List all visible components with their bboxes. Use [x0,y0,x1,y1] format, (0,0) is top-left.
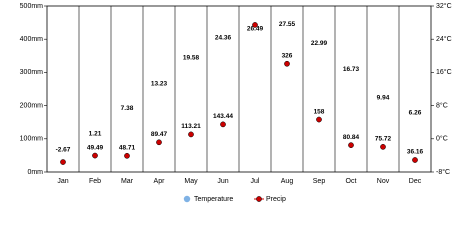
precip-point [284,60,290,67]
legend-marker [183,195,191,203]
x-tick-label: Feb [89,178,101,185]
precip-label: 48.71 [119,145,136,152]
y2-tick-label: -8°C [436,168,450,176]
x-tick-label: Jan [57,178,68,185]
x-tick-label: Oct [346,178,357,185]
y2-tick-label: 24°C [436,35,452,43]
precip-point [316,116,322,123]
precip-point [380,144,386,150]
precip-point [92,152,98,159]
temperature-label: 27.55 [279,21,296,28]
precip-point [220,121,226,128]
y-tick-label: 0mm [27,169,43,176]
precip-label: 326 [282,52,293,59]
precip-point [188,131,194,138]
y-tick-label: 200mm [20,102,44,109]
x-tick-label: Sep [313,178,326,185]
precip-label: 75.72 [375,136,392,143]
precip-point [348,142,354,149]
precip-label: 113.21 [181,123,201,130]
precip-point [252,22,258,28]
temperature-label: 24.36 [215,34,232,41]
temperature-label: 22.99 [311,40,328,47]
precip-label: 49.49 [87,144,104,151]
precip-label: 158 [314,108,325,115]
precip-label: 80.84 [343,134,360,141]
precip-point [412,157,418,163]
y-tick-label: 100mm [20,136,44,143]
y2-tick-label: 0°C [436,135,448,143]
precip-point [124,152,130,159]
temperature-label: 26.49 [247,26,264,33]
temperature-label: 7.38 [121,105,134,112]
precip-point [156,139,162,146]
x-tick-label: Nov [377,178,390,185]
temperature-label: 19.58 [183,54,200,61]
temperature-label: -2.67 [56,147,71,154]
temperature-label: 6.26 [409,110,422,117]
precip-label: 36.16 [407,149,424,156]
x-tick-label: Aug [281,178,294,185]
y2-tick-label: 8°C [436,101,448,109]
legend-marker [256,196,262,202]
x-tick-label: Apr [154,178,166,185]
chart: 0mm 100mm 200mm 300mm 400mm 500mm -8°C 0°C 8°C 16… [20,2,452,203]
precip-label: 89.47 [151,131,168,138]
temperature-label: 9.94 [377,94,390,101]
legend-label: Temperature [194,196,233,203]
page: {"chart_data":{"type":"climate","categor… [19,1,452,203]
x-tick-label: Jun [217,178,228,185]
y-tick-label: 500mm [20,3,44,10]
x-tick-label: Dec [409,178,422,185]
x-tick-label: May [184,178,198,185]
temperature-label: 1.21 [89,130,102,137]
precip-label: 143.44 [213,113,233,120]
y-tick-label: 400mm [20,36,44,43]
legend-label: Precip [266,196,286,203]
x-tick-label: Jul [251,178,260,185]
temperature-label: 16.73 [343,66,360,73]
y2-tick-label: 32°C [436,2,452,10]
precip-point [60,159,66,165]
y-tick-label: 300mm [20,69,44,76]
x-tick-label: Mar [121,178,134,185]
temperature-label: 13.23 [151,81,168,88]
y2-tick-label: 16°C [436,68,452,76]
